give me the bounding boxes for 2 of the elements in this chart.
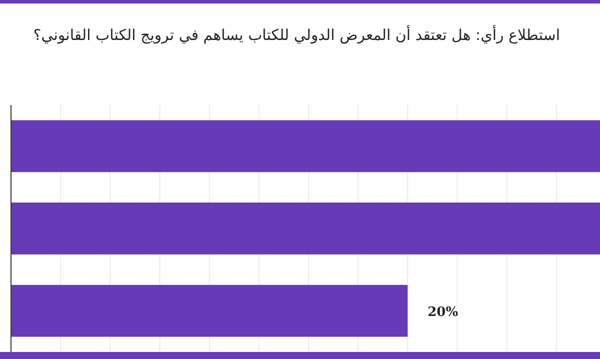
- data-label: 20%: [428, 304, 459, 320]
- chart-title: استطلاع رأي: هل تعتقد أن المعرض الدولي للكتاب يساهم في ترويج الكتاب القانوني؟: [33, 25, 560, 44]
